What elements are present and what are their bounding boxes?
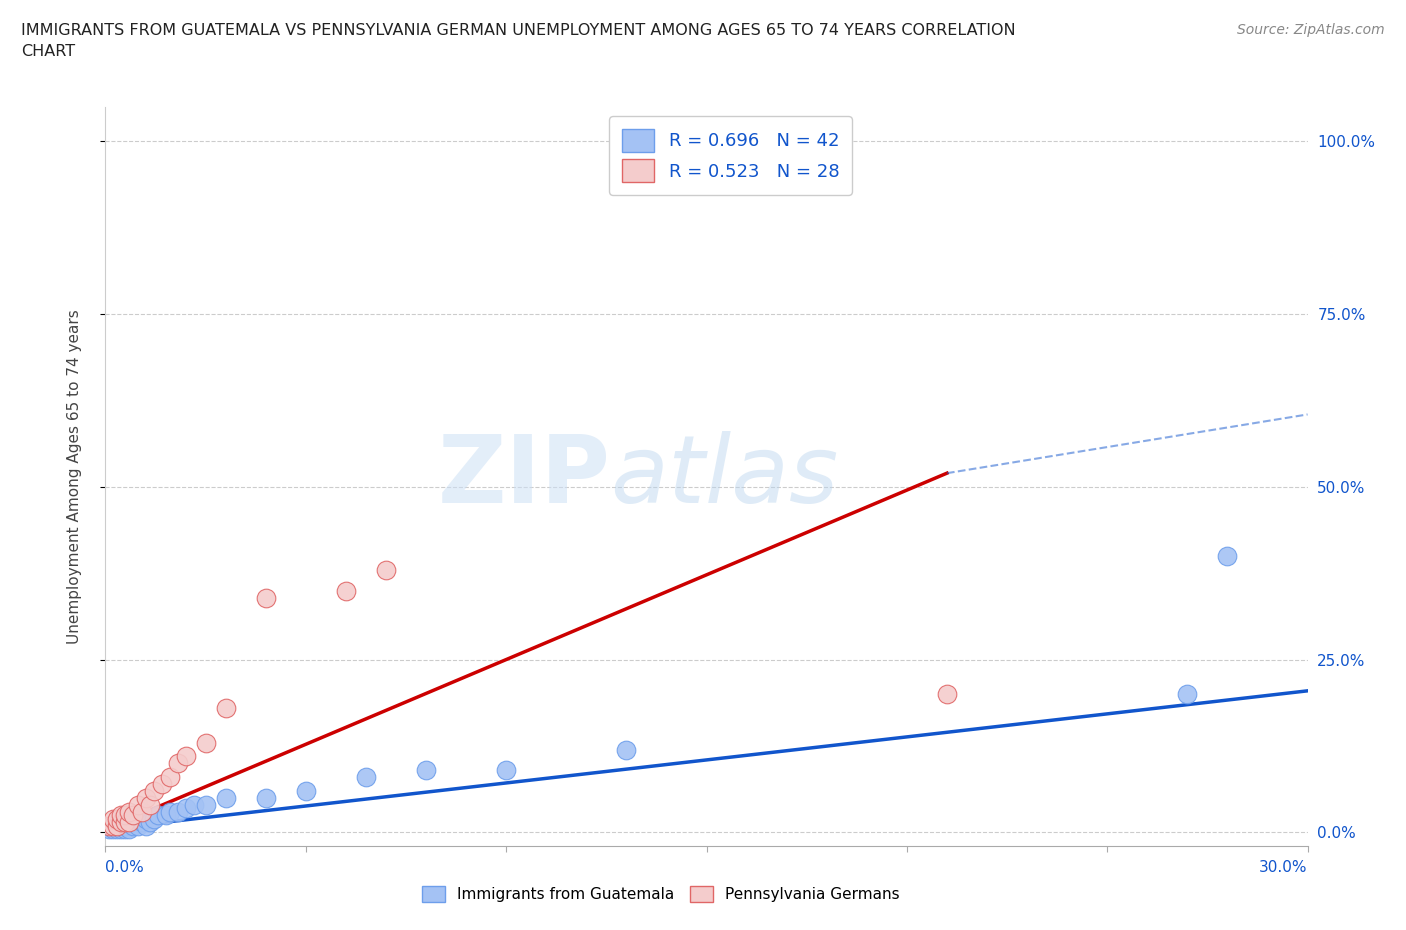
Point (107, 818, 129, 833)
Point (107, 818, 129, 833)
Point (122, 818, 145, 833)
Point (118, 804, 141, 819)
Point (98, 818, 121, 833)
Text: IMMIGRANTS FROM GUATEMALA VS PENNSYLVANIA GERMAN UNEMPLOYMENT AMONG AGES 65 TO 7: IMMIGRANTS FROM GUATEMALA VS PENNSYLVANI… (21, 23, 1015, 60)
Point (142, 811, 165, 826)
Point (174, 749, 197, 764)
Point (415, 763, 437, 777)
Point (122, 811, 145, 826)
Y-axis label: Unemployment Among Ages 65 to 74 years: Unemployment Among Ages 65 to 74 years (67, 310, 82, 644)
Point (107, 821, 129, 836)
Point (122, 808, 145, 823)
Point (374, 563, 398, 578)
Point (103, 818, 125, 833)
Point (114, 821, 136, 836)
Point (155, 808, 177, 823)
Point (194, 797, 217, 812)
Point (103, 811, 125, 826)
Point (110, 818, 132, 833)
Point (1216, 549, 1239, 564)
Point (254, 790, 277, 805)
Point (142, 784, 165, 799)
Point (110, 821, 132, 836)
Point (118, 821, 141, 836)
Point (135, 790, 157, 805)
Point (354, 770, 377, 785)
Point (138, 815, 160, 830)
Text: 0.0%: 0.0% (105, 860, 145, 875)
Point (114, 818, 136, 833)
Point (214, 790, 236, 805)
Legend: Immigrants from Guatemala, Pennsylvania Germans: Immigrants from Guatemala, Pennsylvania … (416, 880, 905, 909)
Point (107, 815, 129, 830)
Point (166, 804, 188, 819)
Point (118, 811, 141, 826)
Point (107, 811, 129, 826)
Point (254, 591, 277, 605)
Text: 30.0%: 30.0% (1260, 860, 1308, 875)
Point (936, 687, 959, 702)
Point (150, 777, 173, 791)
Point (214, 700, 236, 715)
Point (127, 818, 149, 833)
Point (159, 770, 181, 785)
Point (127, 811, 149, 826)
Point (138, 797, 160, 812)
Point (114, 808, 136, 823)
Point (183, 797, 205, 812)
Point (146, 808, 169, 823)
Point (135, 818, 157, 833)
Point (295, 784, 318, 799)
Legend: R = 0.696   N = 42, R = 0.523   N = 28: R = 0.696 N = 42, R = 0.523 N = 28 (609, 116, 852, 195)
Point (110, 815, 132, 830)
Point (110, 815, 132, 830)
Point (103, 818, 125, 833)
Text: Source: ZipAtlas.com: Source: ZipAtlas.com (1237, 23, 1385, 37)
Point (118, 815, 141, 830)
Point (1177, 687, 1199, 702)
Point (174, 801, 197, 816)
Point (131, 815, 153, 830)
Point (616, 742, 638, 757)
Point (131, 808, 153, 823)
Point (98, 821, 121, 836)
Point (98, 818, 121, 833)
Point (131, 804, 153, 819)
Point (114, 815, 136, 830)
Point (495, 763, 517, 777)
Point (166, 756, 188, 771)
Point (127, 797, 149, 812)
Point (159, 804, 181, 819)
Point (135, 811, 157, 826)
Point (335, 583, 357, 598)
Point (114, 811, 136, 826)
Point (103, 821, 125, 836)
Text: ZIP: ZIP (437, 431, 610, 523)
Point (110, 808, 132, 823)
Point (118, 815, 141, 830)
Point (194, 736, 217, 751)
Text: atlas: atlas (610, 432, 838, 522)
